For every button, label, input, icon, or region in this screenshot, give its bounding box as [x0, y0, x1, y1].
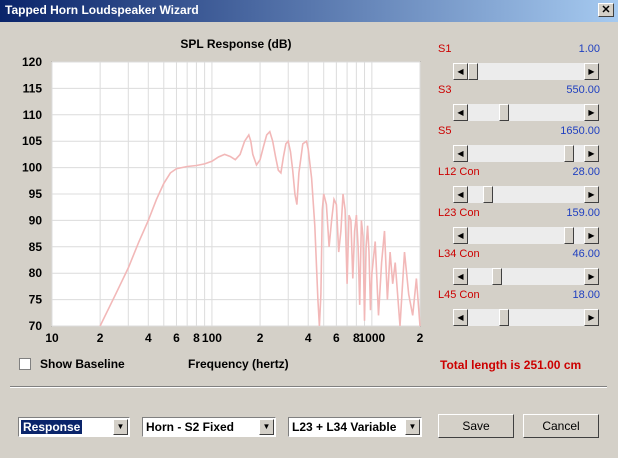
slider-value: 28.00 [572, 166, 600, 178]
slider-value: 18.00 [572, 289, 600, 301]
horn-type-select[interactable]: Horn - S2 Fixed ▼ [142, 417, 276, 437]
frequency-axis-label: Frequency (hertz) [188, 357, 289, 371]
total-length-text: Total length is 251.00 cm [440, 358, 582, 372]
arrow-right-icon[interactable]: ▶ [584, 104, 599, 121]
x-tick-label: 1000 [359, 331, 386, 342]
slider-label: S3 [438, 84, 452, 96]
slider-label: L45 Con [438, 289, 480, 301]
horn-type-value: Horn - S2 Fixed [146, 420, 235, 434]
save-button[interactable]: Save [438, 414, 514, 438]
arrow-left-icon[interactable]: ◀ [453, 268, 468, 285]
slider-label: L34 Con [438, 248, 480, 260]
spl-response-chart: SPL Response (dB) 70 75 80 85 90 95 100 105 110 11… [22, 37, 424, 342]
chevron-down-icon[interactable]: ▼ [259, 419, 274, 435]
y-tick-label: 105 [22, 134, 42, 148]
arrow-right-icon[interactable]: ▶ [584, 63, 599, 80]
variable-select[interactable]: L23 + L34 Variable ▼ [288, 417, 422, 437]
slider-thumb[interactable] [468, 63, 478, 80]
slider-label: L12 Con [438, 166, 480, 178]
y-tick-label: 85 [29, 240, 43, 254]
x-tick-label: 6 [333, 331, 340, 342]
slider-track[interactable]: ◀ ▶ [453, 104, 599, 121]
title-bar: Tapped Horn Loudspeaker Wizard ✕ [0, 0, 618, 22]
arrow-left-icon[interactable]: ◀ [453, 227, 468, 244]
slider-label: S5 [438, 125, 452, 137]
slider-thumb[interactable] [564, 227, 575, 244]
x-tick-label: 2 [417, 331, 424, 342]
slider-thumb[interactable] [498, 104, 509, 121]
y-tick-label: 115 [23, 81, 43, 95]
y-tick-label: 95 [29, 187, 43, 201]
slider-thumb[interactable] [498, 309, 509, 326]
chevron-down-icon[interactable]: ▼ [405, 419, 420, 435]
window-title: Tapped Horn Loudspeaker Wizard [5, 3, 199, 17]
slider-thumb[interactable] [564, 145, 575, 162]
slider-label: S1 [438, 43, 452, 55]
x-tick-label: 2 [97, 331, 104, 342]
arrow-left-icon[interactable]: ◀ [453, 186, 468, 203]
y-tick-label: 100 [22, 161, 42, 175]
x-tick-label: 100 [202, 331, 222, 342]
x-tick-label: 2 [257, 331, 264, 342]
view-select-value: Response [21, 420, 83, 434]
separator [10, 386, 607, 388]
x-tick-label: 6 [173, 331, 180, 342]
x-tick-label: 8 [193, 331, 200, 342]
arrow-right-icon[interactable]: ▶ [584, 227, 599, 244]
x-tick-label: 4 [305, 331, 312, 342]
arrow-left-icon[interactable]: ◀ [453, 309, 468, 326]
slider-value: 46.00 [572, 248, 600, 260]
slider-thumb[interactable] [492, 268, 503, 285]
arrow-right-icon[interactable]: ▶ [584, 186, 599, 203]
slider-track[interactable]: ◀ ▶ [453, 268, 599, 285]
slider-value: 1650.00 [560, 125, 600, 137]
slider-label: L23 Con [438, 207, 480, 219]
arrow-left-icon[interactable]: ◀ [453, 104, 468, 121]
spl-series-line [99, 130, 421, 327]
slider-track[interactable]: ◀ ▶ [453, 145, 599, 162]
cancel-button[interactable]: Cancel [523, 414, 599, 438]
arrow-right-icon[interactable]: ▶ [584, 145, 599, 162]
y-tick-label: 110 [23, 108, 43, 122]
slider-value: 550.00 [566, 84, 600, 96]
arrow-left-icon[interactable]: ◀ [453, 63, 468, 80]
y-tick-label: 120 [22, 55, 42, 69]
variable-value: L23 + L34 Variable [292, 420, 397, 434]
close-icon[interactable]: ✕ [598, 3, 614, 17]
arrow-right-icon[interactable]: ▶ [584, 268, 599, 285]
x-tick-label: 4 [145, 331, 152, 342]
show-baseline-label[interactable]: Show Baseline [40, 357, 125, 371]
slider-value: 159.00 [566, 207, 600, 219]
slider-track[interactable]: ◀ ▶ [453, 63, 599, 80]
chart-title: SPL Response (dB) [180, 37, 291, 51]
y-tick-label: 70 [29, 319, 43, 333]
chevron-down-icon[interactable]: ▼ [113, 419, 128, 435]
y-tick-label: 80 [29, 266, 43, 280]
slider-track[interactable]: ◀ ▶ [453, 309, 599, 326]
show-baseline-checkbox[interactable] [19, 358, 31, 370]
slider-thumb[interactable] [482, 186, 493, 203]
slider-track[interactable]: ◀ ▶ [453, 227, 599, 244]
arrow-left-icon[interactable]: ◀ [453, 145, 468, 162]
arrow-right-icon[interactable]: ▶ [584, 309, 599, 326]
slider-value: 1.00 [578, 43, 600, 55]
y-tick-label: 75 [29, 293, 43, 307]
x-tick-label: 8 [353, 331, 360, 342]
x-tick-label: 10 [45, 331, 59, 342]
slider-track[interactable]: ◀ ▶ [453, 186, 599, 203]
y-tick-label: 90 [29, 213, 43, 227]
view-select[interactable]: Response ▼ [18, 417, 130, 437]
